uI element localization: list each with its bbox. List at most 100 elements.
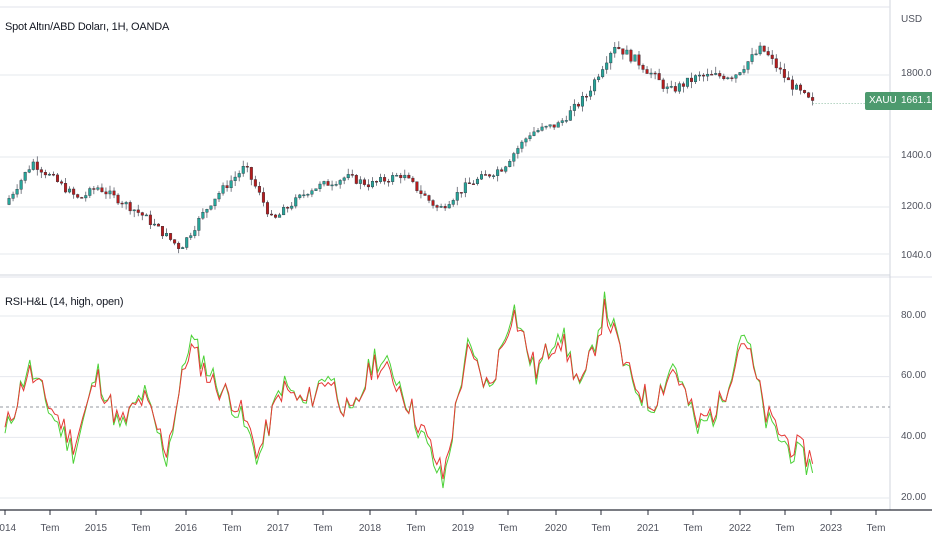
time-axis-label: 2021 [636,523,660,534]
last-price-badge: 1661.100 [897,92,932,110]
candle-down [790,79,794,90]
candle-up [463,182,467,194]
candle-up [201,212,205,219]
candle-up [282,207,286,216]
candle-up [451,200,455,205]
candle-down [366,184,370,188]
candle-up [669,86,673,88]
candle-up [144,214,148,217]
candle-up [625,49,629,55]
candle-down [621,48,625,55]
candle-up [589,90,593,97]
candle-down [225,185,229,189]
candle-up [746,61,750,70]
candle-down [72,188,76,195]
rsi-tick: 80.00 [901,310,927,321]
candle-up [108,190,112,195]
candle-up [794,84,798,90]
time-axis-label: 2020 [544,523,568,534]
candle-up [447,204,451,209]
candle-down [55,174,59,182]
rsi-tick: 20.00 [901,492,927,503]
candle-down [383,177,387,182]
candle-up [605,62,609,70]
candle-up [338,180,342,185]
candle-up [358,179,362,184]
candle-up [580,95,584,107]
candle-up [7,198,11,205]
candle-up [754,53,758,56]
candle-up [346,174,350,179]
price-scale-currency: USD [901,14,923,25]
candle-down [786,77,790,81]
time-axis-label: Tem [131,523,151,534]
candle-down [730,77,734,79]
candle-up [516,148,520,154]
candle-down [64,183,68,193]
candle-down [584,95,588,98]
candle-down [799,84,803,91]
time-axis-label: 2017 [266,523,290,534]
candle-up [633,54,637,62]
candle-down [702,74,706,77]
candle-down [774,58,778,69]
candle-down [173,239,177,244]
candle-down [274,214,278,218]
candle-up [726,77,730,80]
candle-down [286,207,290,209]
candle-up [197,217,201,231]
candle-down [552,124,556,128]
candle-up [548,124,552,127]
candle-up [714,73,718,75]
candle-down [60,181,64,184]
candle-up [181,247,185,249]
candle-up [492,175,496,177]
candle-up [290,205,294,209]
candle-up [524,138,528,143]
candle-down [467,182,471,184]
time-axis-label: 2015 [84,523,108,534]
candle-up [342,177,346,181]
candle-down [407,174,411,179]
candle-down [51,173,55,176]
candle-down [722,75,726,80]
candle-up [165,233,169,237]
candle-up [508,161,512,167]
time-axis-label: 2019 [451,523,475,534]
candle-up [758,45,762,55]
rsi-tick: 40.00 [901,431,927,442]
price-tick: 1040.000 [901,250,932,261]
candle-down [100,187,104,193]
candle-up [564,120,568,122]
price-tick: 1200.000 [901,201,932,212]
candle-down [576,103,580,107]
candle-up [318,183,322,189]
candle-up [734,74,738,79]
candle-up [217,193,221,200]
candle-down [354,175,358,184]
candle-up [84,195,88,199]
candle-up [455,192,459,201]
candle-up [685,77,689,87]
time-axis-label: Tem [406,523,426,534]
candle-down [653,72,657,75]
candle-down [673,86,677,92]
candle-up [540,126,544,131]
candle-up [27,169,31,173]
candle-down [350,174,354,176]
candle-down [617,47,621,49]
candle-down [645,69,649,74]
candle-down [265,202,269,215]
candle-down [681,83,685,87]
candle-up [665,86,669,89]
candle-down [39,169,43,173]
candle-down [427,195,431,201]
time-axis-label: 2014 [0,523,17,534]
candle-down [140,212,144,216]
candle-up [209,205,213,210]
candle-up [31,161,35,170]
candle-down [803,90,807,93]
candle-up [609,52,613,64]
candle-up [597,76,601,80]
